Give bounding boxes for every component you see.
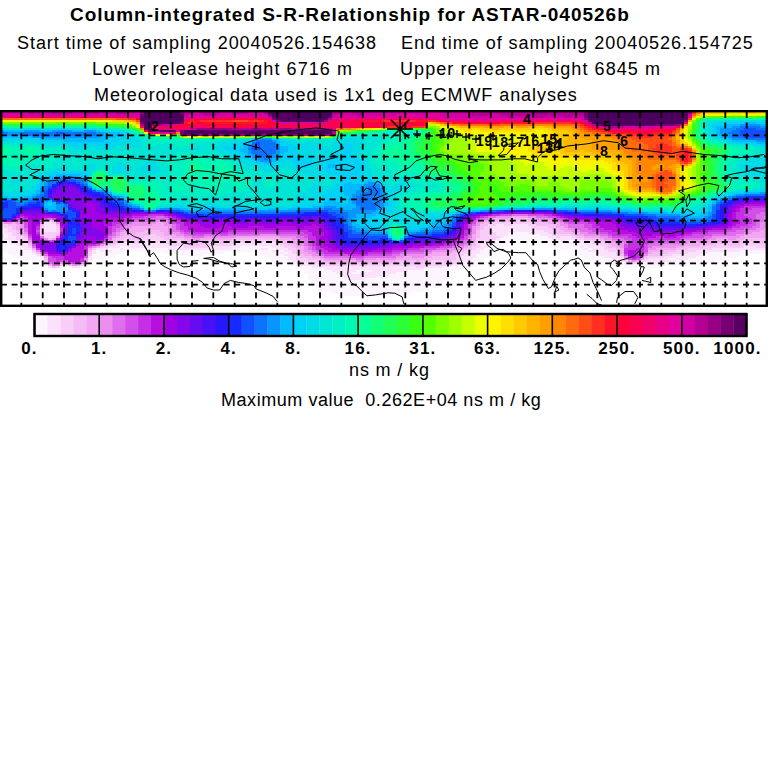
svg-text:1000.: 1000.	[713, 339, 761, 358]
svg-text:16.: 16.	[345, 339, 372, 358]
svg-text:500.: 500.	[663, 339, 701, 358]
svg-text:1.: 1.	[91, 339, 107, 358]
svg-text:250.: 250.	[598, 339, 636, 358]
svg-text:4: 4	[523, 112, 531, 128]
svg-text:0.: 0.	[21, 339, 37, 358]
svg-text:18: 18	[492, 135, 509, 151]
svg-text:1: 1	[556, 136, 564, 152]
svg-text:125.: 125.	[533, 339, 571, 358]
svg-text:31.: 31.	[409, 339, 436, 358]
svg-text:8.: 8.	[285, 339, 301, 358]
svg-text:2: 2	[151, 119, 159, 135]
svg-text:5: 5	[603, 119, 611, 135]
svg-text:63.: 63.	[474, 339, 501, 358]
svg-text:8: 8	[600, 144, 608, 160]
svg-text:6: 6	[620, 134, 628, 150]
svg-text:4.: 4.	[220, 339, 236, 358]
svg-text:13: 13	[537, 141, 554, 157]
svg-text:2.: 2.	[156, 339, 172, 358]
